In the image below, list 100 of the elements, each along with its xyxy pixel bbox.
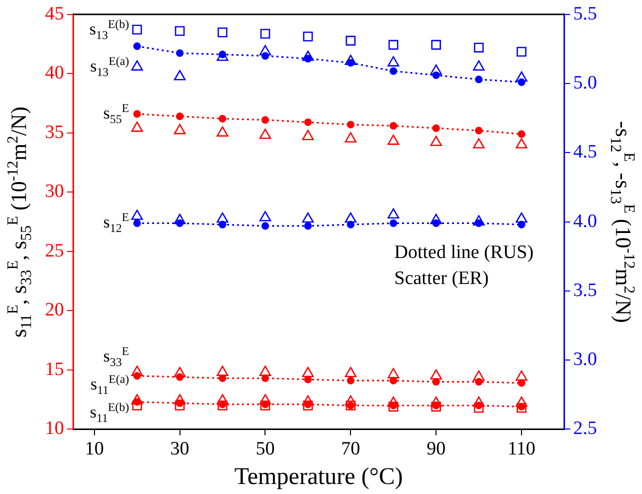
point xyxy=(132,24,142,34)
point xyxy=(176,112,184,120)
point xyxy=(259,128,272,139)
point xyxy=(388,208,400,219)
point xyxy=(472,138,485,148)
point xyxy=(430,64,442,75)
point xyxy=(346,376,354,384)
x-tick-label: 50 xyxy=(256,438,275,460)
point xyxy=(344,366,357,378)
point xyxy=(131,366,143,376)
point xyxy=(346,36,356,46)
y-tick-label: 10 xyxy=(45,418,64,440)
annotation: Scatter (ER) xyxy=(394,268,489,290)
point xyxy=(131,60,143,71)
point xyxy=(304,376,312,384)
point xyxy=(302,130,314,140)
point xyxy=(174,400,185,410)
y2-tick-label: 3.0 xyxy=(573,349,597,370)
point xyxy=(346,120,354,128)
x-axis-title: Temperature (°C) xyxy=(234,464,403,490)
point xyxy=(133,42,141,50)
point xyxy=(388,402,398,412)
point xyxy=(174,124,186,134)
point xyxy=(388,134,400,145)
point xyxy=(472,60,485,71)
point xyxy=(516,212,528,223)
x-tick-label: 30 xyxy=(170,438,190,460)
point xyxy=(261,52,270,60)
point xyxy=(390,219,398,227)
point xyxy=(132,400,142,410)
point xyxy=(304,222,312,230)
y-tick-label: 20 xyxy=(45,300,64,321)
point xyxy=(388,368,400,378)
point xyxy=(344,132,357,142)
point xyxy=(516,46,526,57)
x-tick-label: 70 xyxy=(341,438,360,460)
point xyxy=(304,118,312,126)
point xyxy=(131,122,143,132)
point xyxy=(261,222,270,230)
point xyxy=(259,394,272,404)
point xyxy=(131,394,143,404)
point xyxy=(388,56,400,66)
point xyxy=(518,130,526,138)
point xyxy=(174,26,185,36)
point xyxy=(133,110,141,118)
point xyxy=(516,402,526,413)
x-tick-label: 90 xyxy=(426,438,446,460)
point xyxy=(516,71,528,82)
point xyxy=(259,366,272,376)
point xyxy=(475,76,483,84)
point xyxy=(260,28,270,39)
point xyxy=(216,366,228,376)
point xyxy=(431,402,441,412)
point xyxy=(133,219,141,227)
point xyxy=(261,116,270,124)
point xyxy=(475,126,483,134)
point xyxy=(518,78,526,86)
point xyxy=(474,402,484,413)
point xyxy=(431,40,441,50)
y-tick-label: 15 xyxy=(45,358,64,380)
point xyxy=(474,42,484,52)
point xyxy=(216,212,228,223)
point xyxy=(216,126,228,137)
point xyxy=(430,214,442,224)
point xyxy=(218,27,228,38)
point xyxy=(432,71,440,80)
point xyxy=(516,396,528,407)
point xyxy=(174,70,186,80)
point xyxy=(174,394,186,404)
y-tick-label: 40 xyxy=(45,62,64,84)
point xyxy=(259,45,272,56)
point xyxy=(390,67,398,75)
x-tick-label: 110 xyxy=(508,438,536,460)
point xyxy=(388,40,398,50)
point xyxy=(518,379,526,387)
y2-tick-label: 5.0 xyxy=(573,72,597,94)
point xyxy=(176,49,184,57)
point xyxy=(302,212,314,223)
point xyxy=(131,210,143,220)
point xyxy=(302,395,314,406)
y-tick-label: 30 xyxy=(45,181,64,202)
point xyxy=(259,211,272,222)
y-tick-label: 45 xyxy=(45,3,64,24)
point xyxy=(472,370,485,381)
point xyxy=(344,54,357,66)
y2-tick-label: 4.0 xyxy=(573,210,597,232)
point xyxy=(218,114,226,122)
point xyxy=(344,395,357,406)
y2-tick-label: 4.5 xyxy=(573,142,597,163)
point xyxy=(174,366,186,378)
point xyxy=(302,366,314,378)
point xyxy=(516,138,528,148)
y2-tick-label: 2.5 xyxy=(573,418,597,440)
point xyxy=(432,124,440,132)
x-tick-label: 10 xyxy=(84,438,104,460)
point xyxy=(430,136,442,146)
y-tick-label: 35 xyxy=(45,122,64,143)
point xyxy=(302,50,314,61)
point xyxy=(216,394,228,404)
point xyxy=(430,369,442,380)
